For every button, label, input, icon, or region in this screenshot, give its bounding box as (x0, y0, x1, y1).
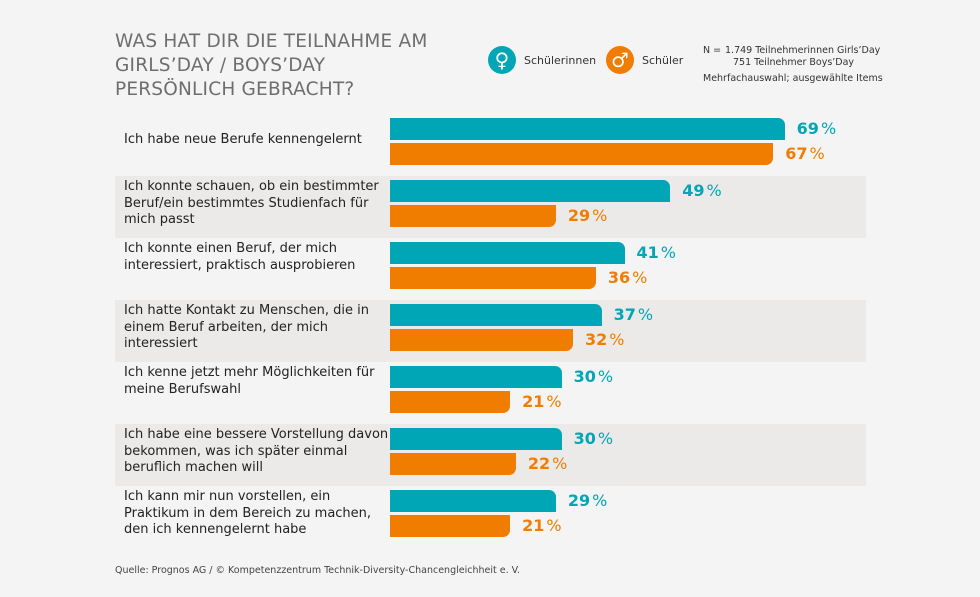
value-number: 21 (522, 392, 545, 411)
legend-item-girls: ♀ Schülerinnen (488, 46, 596, 74)
chart-title: WAS HAT DIR DIE TEILNAHME AM GIRLS’DAY /… (115, 31, 428, 100)
value-label-girls: 37% (614, 304, 653, 326)
value-label-boys: 21% (522, 515, 561, 537)
value-number: 69 (796, 119, 819, 138)
value-unit: % (552, 454, 568, 473)
value-label-boys: 67% (785, 143, 824, 165)
source-note: Quelle: Prognos AG / © Kompetenzzentrum … (115, 565, 520, 576)
value-number: 30 (573, 367, 596, 386)
value-label-girls: 69% (797, 118, 836, 140)
bar-girls (390, 118, 785, 140)
value-unit: % (632, 268, 648, 287)
value-number: 37 (613, 305, 636, 324)
bar-girls (390, 304, 602, 326)
male-symbol-icon: ♂ (606, 46, 634, 74)
n-boys: 751 Teilnehmer Boys’Day (733, 57, 855, 68)
category-label: Ich habe eine bessere Vorstellung davon … (124, 427, 389, 475)
value-number: 29 (567, 491, 591, 510)
value-label-boys: 21% (522, 391, 561, 413)
value-unit: % (706, 181, 722, 200)
bar-boys (390, 205, 556, 227)
value-label-girls: 30% (574, 366, 613, 388)
value-label-girls: 30% (574, 428, 613, 450)
value-unit: % (546, 392, 562, 411)
value-number: 21 (522, 516, 545, 535)
category-label: Ich kann mir nun vorstellen, ein Praktik… (124, 489, 372, 537)
female-symbol-icon: ♀ (488, 46, 516, 74)
value-number: 41 (636, 243, 659, 262)
value-unit: % (637, 305, 654, 324)
value-label-boys: 32% (585, 329, 624, 351)
value-label-boys: 22% (528, 453, 567, 475)
value-number: 29 (567, 206, 591, 225)
value-unit: % (609, 330, 625, 349)
value-label-girls: 49% (682, 180, 721, 202)
category-label: Ich konnte schauen, ob ein bestimmter Be… (124, 179, 379, 227)
value-unit: % (546, 516, 562, 535)
category-label: Ich konnte einen Beruf, der mich interes… (124, 241, 356, 273)
value-number: 32 (585, 330, 608, 349)
bar-girls (390, 428, 562, 450)
value-number: 22 (527, 454, 551, 473)
value-number: 36 (607, 268, 631, 287)
bar-boys (390, 267, 596, 289)
legend-label-boys: Schüler (642, 53, 684, 67)
n-girls: 1.749 Teilnehmerinnen Girls’Day (725, 45, 881, 56)
bar-girls (390, 242, 625, 264)
value-label-girls: 29% (568, 490, 607, 512)
selection-note: Mehrfachauswahl; ausgewählte Items (703, 73, 883, 84)
bar-boys (390, 453, 516, 475)
bar-girls (390, 490, 556, 512)
bar-boys (390, 143, 774, 165)
bar-boys (390, 391, 511, 413)
value-number: 67 (785, 144, 808, 163)
value-label-boys: 36% (608, 267, 647, 289)
legend-label-girls: Schülerinnen (524, 53, 597, 67)
value-unit: % (592, 206, 608, 225)
value-unit: % (592, 491, 608, 510)
category-label: Ich kenne jetzt mehr Möglichkeiten für m… (124, 365, 375, 397)
value-number: 49 (682, 181, 705, 200)
n-label: N = (703, 45, 722, 56)
value-label-girls: 41% (637, 242, 676, 264)
value-unit: % (820, 119, 837, 138)
value-unit: % (809, 144, 825, 163)
legend-item-boys: ♂ Schüler (606, 46, 683, 74)
bar-girls (390, 180, 671, 202)
bar-boys (390, 515, 511, 537)
value-unit: % (597, 429, 614, 448)
value-label-boys: 29% (568, 205, 607, 227)
value-unit: % (660, 243, 676, 262)
bar-boys (390, 329, 574, 351)
category-label: Ich hatte Kontakt zu Menschen, die in ei… (124, 303, 369, 351)
bar-girls (390, 366, 562, 388)
value-number: 30 (573, 429, 596, 448)
value-unit: % (597, 367, 614, 386)
category-label: Ich habe neue Berufe kennengelernt (124, 132, 362, 147)
